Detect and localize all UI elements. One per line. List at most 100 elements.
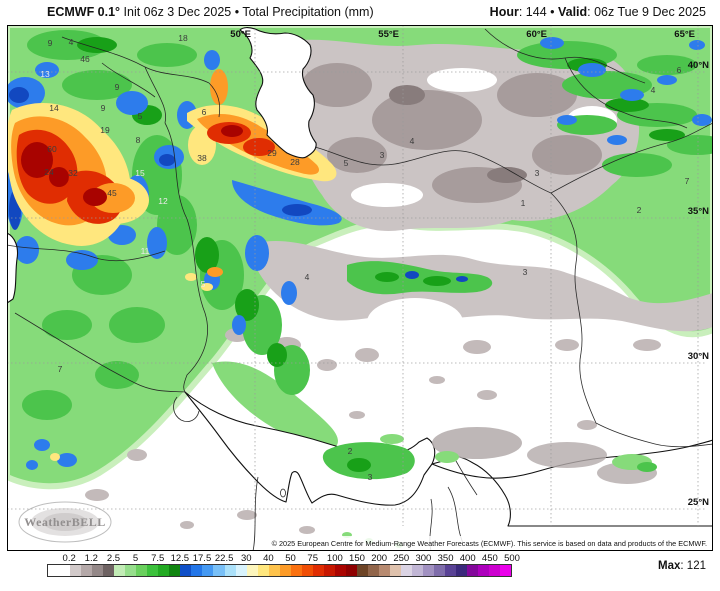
longitude-label: 50°E — [230, 29, 251, 40]
precip-value: 5 — [344, 158, 349, 168]
colorbar-swatch — [478, 565, 490, 576]
colorbar-swatch — [445, 565, 457, 576]
colorbar-tick-label: 350 — [437, 553, 454, 564]
precip-value: 28 — [290, 157, 300, 167]
colorbar-swatch — [489, 565, 501, 576]
colorbar-tick-label: 5 — [132, 553, 139, 564]
precip-value: 24 — [44, 167, 54, 177]
precip-value: 19 — [100, 125, 110, 135]
colorbar-tick-label: 200 — [371, 553, 388, 564]
colorbar-swatch — [59, 565, 71, 576]
product-title: ECMWF 0.1° Init 06z 3 Dec 2025 • Total P… — [47, 5, 374, 19]
colorbar-tick-label: 2.5 — [106, 553, 121, 564]
colorbar-swatch — [456, 565, 468, 576]
model-name: ECMWF 0.1° — [47, 5, 121, 19]
valid-time: Hour: 144 • Valid: 06z Tue 9 Dec 2025 — [489, 5, 706, 19]
mediterranean-corner — [7, 232, 19, 304]
colorbar-swatch — [412, 565, 424, 576]
hormuz-precip-band — [322, 427, 657, 548]
colorbar-swatch — [169, 565, 181, 576]
caspian-sea — [239, 27, 317, 159]
colorbar-tick-label: 12.5 — [170, 553, 190, 564]
colorbar-swatch — [81, 565, 93, 576]
precip-value: 45 — [107, 188, 117, 198]
colorbar-swatch — [434, 565, 446, 576]
precip-value: 3 — [523, 267, 528, 277]
colorbar-tick-label: 450 — [481, 553, 498, 564]
colorbar-swatch — [180, 565, 192, 576]
latitude-label: 40°N — [688, 60, 709, 71]
map-frame — [7, 25, 713, 551]
precip-heavy-clusters — [7, 69, 337, 461]
colorbar: 0.2 1.2 2.5 5 7.5 12.5 17.5 22.5 30 40 50 75 100 150 2… — [47, 553, 520, 577]
precip-value: 7 — [58, 364, 63, 374]
precip-value: 4 — [305, 272, 310, 282]
colorbar-tick-label: 17.5 — [192, 553, 212, 564]
precip-value: 12 — [158, 196, 168, 206]
precip-value: 9 — [101, 103, 106, 113]
colorbar-swatch — [158, 565, 170, 576]
latitude-labels: 40°N 35°N 30°N 25°N — [688, 60, 709, 508]
latitude-label: 25°N — [688, 497, 709, 508]
precip-value: 18 — [178, 33, 188, 43]
map-canvas: WeatherBELL © 2025 European Centre for M… — [7, 25, 713, 551]
colorbar-swatches — [47, 564, 512, 577]
precip-value: 6 — [677, 65, 682, 75]
colorbar-labels: 0.2 1.2 2.5 5 7.5 12.5 17.5 22.5 30 40 50 75 100 150 2… — [47, 553, 520, 564]
colorbar-swatch — [401, 565, 413, 576]
colorbar-swatch — [345, 565, 357, 576]
longitude-labels: 50°E 55°E 60°E 65°E — [230, 29, 695, 40]
precip-value: 3 — [535, 168, 540, 178]
precip-value: 46 — [80, 54, 90, 64]
precip-green-detail — [22, 30, 713, 420]
colorbar-swatch — [70, 565, 82, 576]
weatherbell-watermark: WeatherBELL — [18, 501, 112, 543]
colorbar-swatch — [213, 565, 225, 576]
precip-value: 9 — [48, 38, 53, 48]
colorbar-swatch — [103, 565, 115, 576]
colorbar-tick-label: 50 — [285, 553, 296, 564]
colorbar-swatch — [202, 565, 214, 576]
precip-value: 32 — [68, 168, 78, 178]
colorbar-tick-label: 400 — [459, 553, 476, 564]
precip-value: 4 — [410, 136, 415, 146]
colorbar-swatch — [235, 565, 247, 576]
colorbar-swatch — [356, 565, 368, 576]
precip-value: 6 — [202, 107, 207, 117]
colorbar-swatch — [114, 565, 126, 576]
colorbar-tick-label: 500 — [504, 553, 520, 564]
precip-value: 11 — [141, 246, 150, 256]
colorbar-swatch — [279, 565, 291, 576]
colorbar-tick-label: 0.2 — [62, 553, 76, 564]
precip-value: 4 — [651, 85, 656, 95]
colorbar-swatch — [224, 565, 236, 576]
colorbar-swatch — [147, 565, 159, 576]
colorbar-swatch — [323, 565, 335, 576]
bahrain-island — [280, 488, 286, 498]
precip-value: 8 — [136, 135, 141, 145]
header-bar: ECMWF 0.1° Init 06z 3 Dec 2025 • Total P… — [47, 4, 706, 20]
precip-value: 2 — [637, 205, 642, 215]
colorbar-swatch — [378, 565, 390, 576]
latitude-label: 35°N — [688, 206, 709, 217]
colorbar-tick-label: 100 — [326, 553, 343, 564]
colorbar-swatch — [191, 565, 203, 576]
colorbar-swatch — [500, 565, 512, 576]
colorbar-swatch — [389, 565, 401, 576]
precip-value: 29 — [267, 148, 277, 158]
precip-value: 14 — [49, 103, 59, 113]
colorbar-swatch — [467, 565, 479, 576]
colorbar-swatch — [334, 565, 346, 576]
precip-value: 1 — [521, 198, 526, 208]
graticule — [7, 25, 706, 526]
precip-value: 3 — [380, 150, 385, 160]
colorbar-tick-label: 22.5 — [214, 553, 234, 564]
longitude-label: 65°E — [674, 29, 695, 40]
precipitation-map: WeatherBELL © 2025 European Centre for M… — [7, 25, 713, 551]
colorbar-swatch — [48, 565, 60, 576]
precip-value: 13 — [40, 69, 50, 79]
precip-value: 9 — [115, 82, 120, 92]
colorbar-swatch — [125, 565, 137, 576]
precip-value: 3 — [368, 472, 373, 482]
